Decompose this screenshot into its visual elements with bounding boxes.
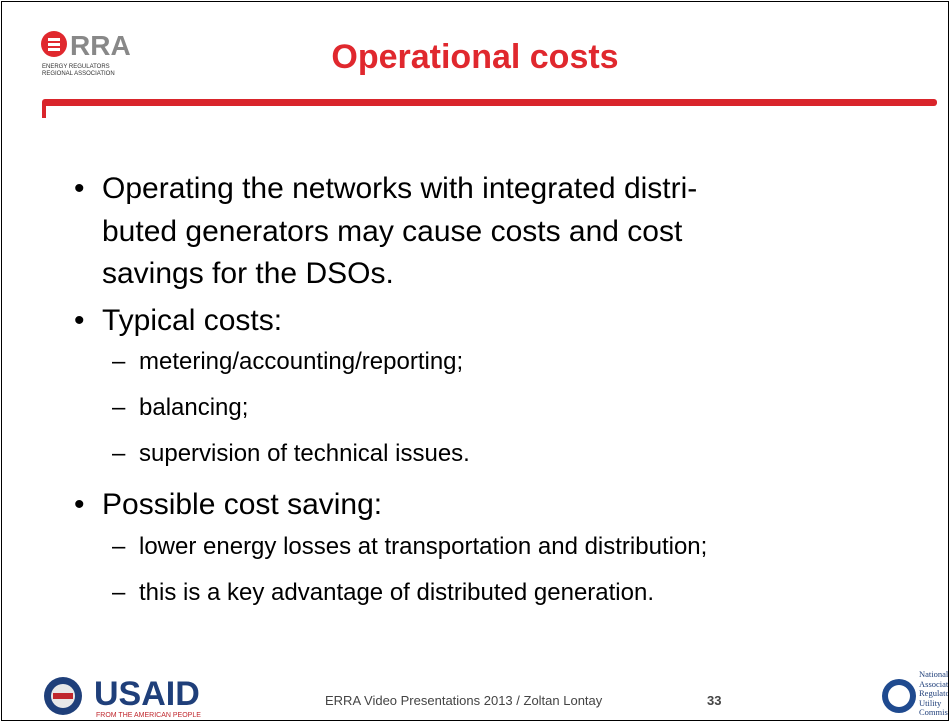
sub-dash: – bbox=[112, 394, 126, 421]
bullet-text: savings for the DSOs. bbox=[102, 257, 394, 290]
sub-dash: – bbox=[112, 532, 126, 560]
sub-text: this is a key advantage of distributed g… bbox=[139, 578, 654, 606]
bullet-dot: • bbox=[74, 172, 85, 205]
naruc-line: Association of bbox=[919, 678, 949, 689]
naruc-line: National bbox=[919, 669, 949, 679]
sub-text: supervision of technical issues. bbox=[139, 440, 470, 467]
slide-title: Operational costs bbox=[331, 38, 619, 76]
bullet-dot: • bbox=[74, 488, 85, 521]
title-rule bbox=[42, 99, 937, 106]
sub-dash: – bbox=[112, 440, 126, 467]
sub-dash: – bbox=[112, 348, 126, 375]
logo-line: ENERGY REGULATORS bbox=[42, 64, 110, 70]
bullet-text: buted generators may cause costs and cos… bbox=[102, 214, 683, 248]
sub-text: lower energy losses at transportation an… bbox=[139, 532, 708, 560]
naruc-line: Regulatory bbox=[919, 688, 948, 699]
erra-logo-mark: RRA bbox=[41, 30, 131, 60]
naruc-line: Commissioners bbox=[919, 707, 948, 718]
bullet-text: Possible cost saving: bbox=[102, 488, 383, 521]
bullet-text: Typical costs: bbox=[102, 303, 283, 337]
naruc-seal bbox=[882, 679, 916, 713]
bullet-text: Operating the networks with integrated d… bbox=[102, 172, 698, 205]
sub-text: balancing; bbox=[139, 394, 249, 421]
bullet-dot: • bbox=[74, 303, 85, 337]
footer-text: ERRA Video Presentations 2013 / Zoltan L… bbox=[325, 693, 603, 708]
usaid-tagline: FROM THE AMERICAN PEOPLE bbox=[96, 712, 201, 719]
sub-text: metering/accounting/reporting; bbox=[139, 348, 464, 375]
page-number: 33 bbox=[707, 693, 722, 708]
svg-text:RRA: RRA bbox=[70, 30, 131, 60]
naruc-line: Utility bbox=[919, 697, 942, 708]
title-rule-tick bbox=[42, 102, 46, 118]
logo-line: REGIONAL ASSOCIATION bbox=[42, 71, 115, 77]
usaid-name: USAID bbox=[94, 675, 200, 713]
naruc-text: NationalAssociation ofRegulatoryUtilityC… bbox=[919, 669, 949, 718]
usaid-seal bbox=[44, 677, 82, 715]
sub-dash: – bbox=[112, 578, 126, 606]
